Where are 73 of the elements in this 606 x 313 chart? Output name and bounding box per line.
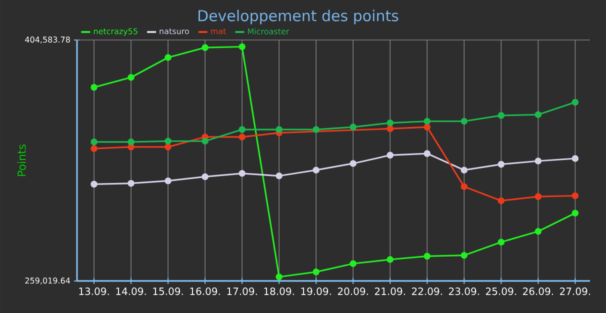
x-tick-label: 18.09. — [264, 288, 294, 296]
legend-label: netcrazy55 — [94, 28, 138, 36]
point — [312, 166, 320, 174]
point — [276, 172, 282, 180]
point — [460, 166, 468, 174]
point — [128, 74, 134, 81]
point — [498, 112, 505, 119]
point — [128, 138, 134, 146]
point — [534, 193, 542, 200]
point — [498, 238, 505, 246]
point — [202, 138, 208, 145]
x-tick-label: 27.09. — [560, 288, 590, 296]
point — [90, 138, 98, 146]
point — [424, 150, 431, 157]
legend-label: mat — [211, 28, 226, 34]
x-tick-label: 22.09. — [412, 288, 442, 296]
x-tick-label: 19.09. — [301, 288, 331, 296]
x-tick-label: 20.09. — [338, 288, 368, 296]
y-tick-label: 259,019.64 — [25, 278, 70, 284]
point — [534, 228, 542, 235]
point — [238, 126, 246, 133]
x-tick-label: 15.09. — [153, 288, 183, 296]
point — [460, 118, 468, 125]
point — [128, 180, 134, 187]
point — [312, 268, 320, 276]
x-tick-label: 13.09. — [79, 288, 109, 296]
point — [424, 252, 431, 260]
point — [350, 260, 357, 268]
x-tick-label: 26.09. — [523, 288, 553, 296]
point — [386, 120, 394, 126]
point — [424, 124, 431, 130]
point — [164, 144, 172, 150]
x-tick-label: 25.09. — [486, 288, 516, 296]
point — [164, 54, 172, 61]
point — [572, 210, 579, 217]
point — [276, 126, 282, 133]
point — [460, 183, 468, 190]
point — [90, 84, 98, 91]
point — [238, 170, 246, 177]
point — [90, 180, 98, 188]
x-tick-label: 21.09. — [374, 288, 405, 296]
point — [386, 256, 394, 263]
point — [238, 43, 246, 50]
point — [386, 152, 394, 159]
point — [386, 125, 394, 132]
y-tick-label: 404,583.78 — [25, 36, 70, 44]
point — [424, 118, 431, 125]
x-tick-label: 16.09. — [190, 288, 220, 296]
point — [164, 138, 172, 145]
x-tick-label: 23.09. — [448, 288, 479, 296]
point — [238, 134, 246, 140]
point — [312, 126, 320, 133]
point — [572, 155, 579, 162]
point — [534, 111, 542, 118]
legend-label: Microaster — [248, 28, 290, 34]
point — [534, 158, 542, 164]
x-tick-label: 14.09. — [116, 288, 146, 296]
point — [202, 44, 208, 51]
point — [164, 177, 172, 184]
point — [276, 273, 282, 280]
y-axis-title: Points — [17, 144, 26, 176]
point — [460, 252, 468, 259]
point — [202, 173, 208, 180]
chart-title: Developpement des points — [198, 10, 398, 24]
x-tick-label: 17.09. — [227, 288, 257, 296]
point — [572, 98, 579, 106]
point — [498, 160, 505, 168]
point — [498, 197, 505, 204]
legend-label: natsuro — [160, 28, 189, 34]
point — [350, 124, 357, 130]
point — [90, 145, 98, 152]
point — [350, 160, 357, 167]
point — [572, 192, 579, 200]
